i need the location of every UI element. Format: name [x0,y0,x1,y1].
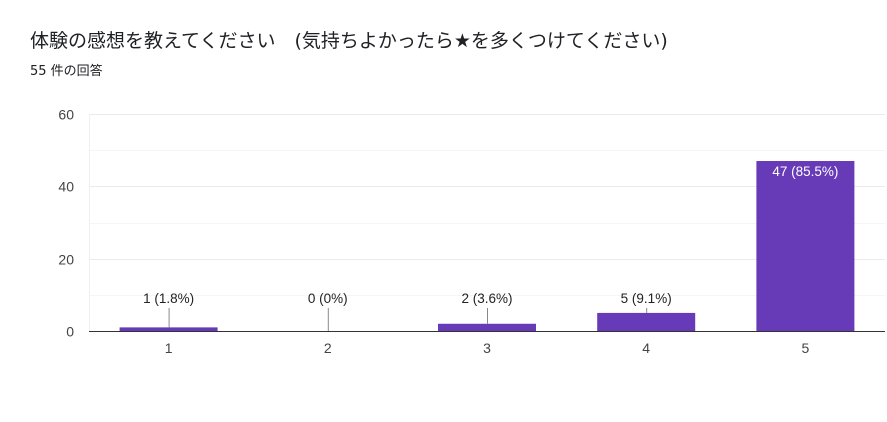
bar [597,312,696,331]
data-label: 47 (85.5%) [772,164,838,179]
data-label: 2 (3.6%) [461,291,512,306]
bar [756,161,855,331]
bar [119,327,218,331]
data-label: 5 (9.1%) [621,291,672,306]
y-tick-label: 40 [58,179,74,195]
x-tick-label: 1 [165,340,173,356]
data-label: 0 (0%) [308,291,348,306]
bar [438,323,536,331]
x-tick-label: 4 [642,340,650,356]
y-tick-label: 0 [66,324,74,340]
x-tick-label: 3 [483,340,491,356]
x-tick-label: 5 [802,340,810,356]
page-title: 体験の感想を教えてください (気持ちよかったら★を多くつけてください) [30,30,668,52]
y-tick-label: 60 [58,107,74,123]
response-count: 55 件の回答 [30,64,103,79]
y-tick-label: 20 [58,252,74,268]
data-label: 1 (1.8%) [143,291,194,306]
x-tick-label: 2 [324,340,332,356]
